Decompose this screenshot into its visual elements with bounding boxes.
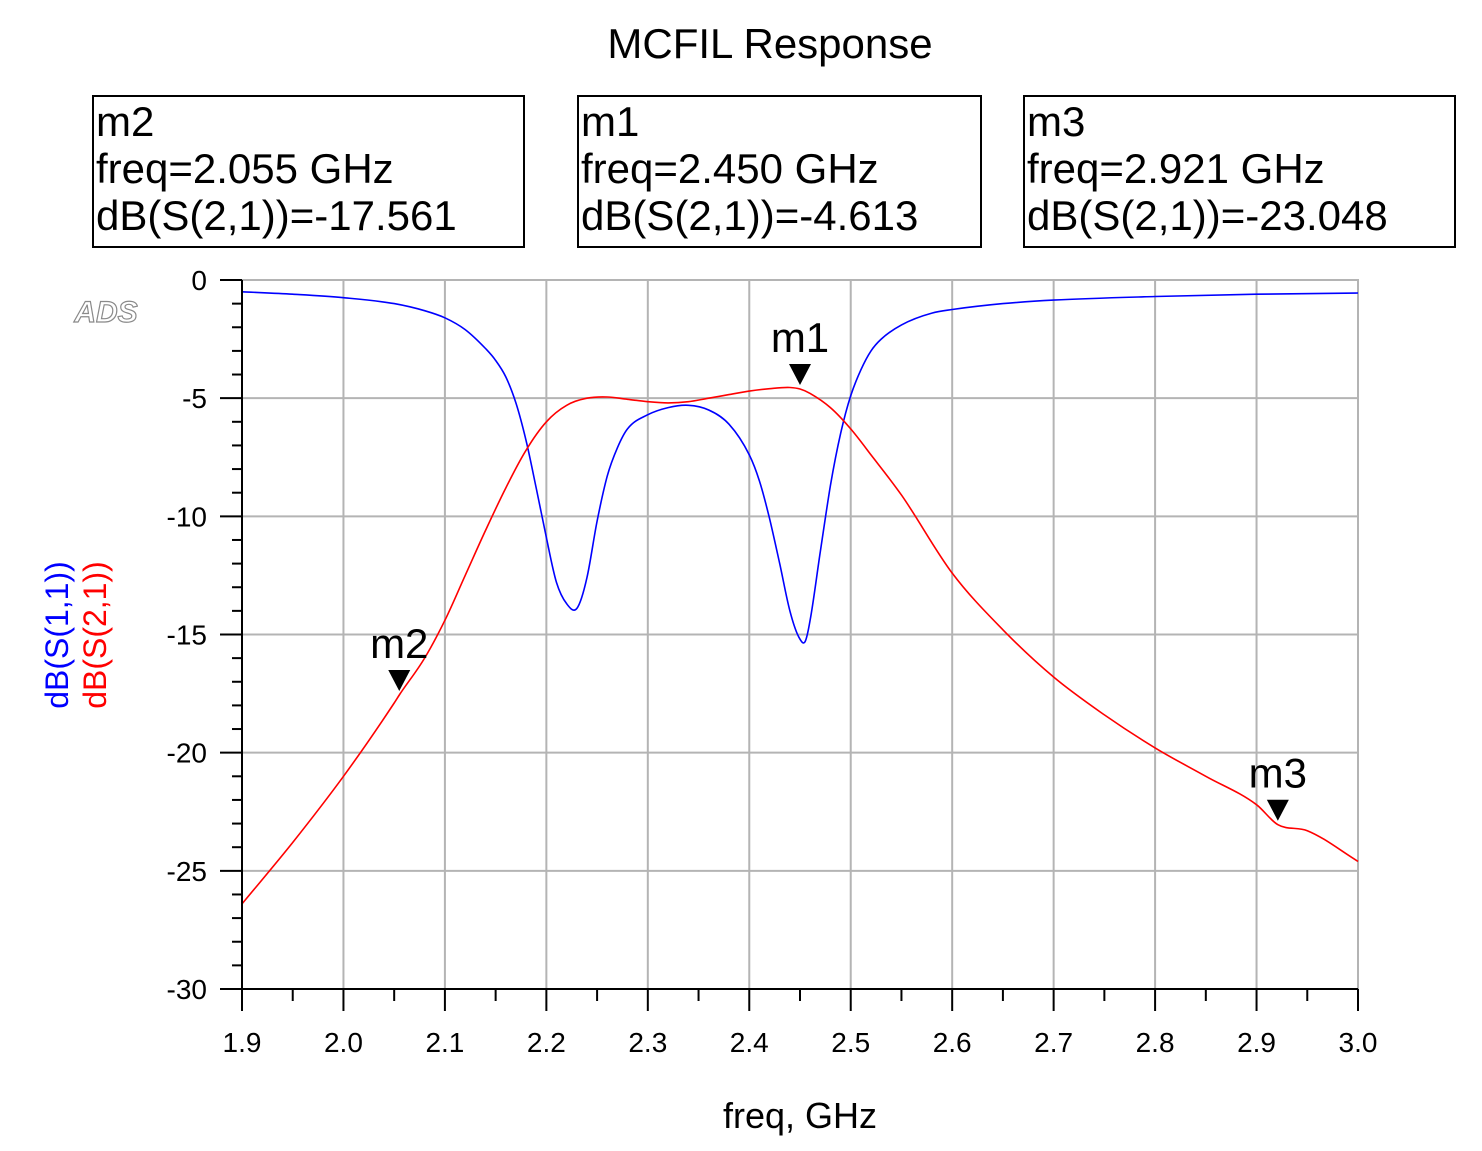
ads-watermark: ADS bbox=[73, 296, 137, 329]
x-tick-label: 2.3 bbox=[628, 1027, 667, 1058]
readout-m3-line: dB(S(2,1))=-23.048 bbox=[1027, 192, 1388, 239]
y-axis-label-s11: dB(S(1,1)) bbox=[39, 561, 75, 709]
readout-box-m1 bbox=[577, 95, 982, 248]
y-tick-label: -5 bbox=[182, 383, 207, 414]
x-tick-label: 2.6 bbox=[933, 1027, 972, 1058]
marker-m2-label: m2 bbox=[370, 620, 428, 667]
y-axis-labels: dB(S(1,1)) dB(S(2,1)) bbox=[39, 561, 113, 709]
y-tick-label: -25 bbox=[167, 856, 207, 887]
readout-m2-line: dB(S(2,1))=-17.561 bbox=[96, 192, 457, 239]
marker-m1-triangle bbox=[789, 364, 811, 386]
readout-m1-line: dB(S(2,1))=-4.613 bbox=[581, 192, 918, 239]
readout-m3-line: freq=2.921 GHz bbox=[1027, 145, 1325, 192]
x-tick-label: 1.9 bbox=[223, 1027, 262, 1058]
y-tick-label: 0 bbox=[191, 265, 207, 296]
readout-box-m3 bbox=[1023, 95, 1456, 248]
marker-m3-triangle bbox=[1266, 799, 1289, 821]
grid bbox=[241, 279, 1359, 990]
x-tick-label: 2.1 bbox=[425, 1027, 464, 1058]
y-axis-label-s21: dB(S(2,1)) bbox=[77, 561, 113, 709]
readout-m3-line: m3 bbox=[1027, 98, 1085, 145]
x-tick-label: 2.5 bbox=[831, 1027, 870, 1058]
series-lines bbox=[241, 291, 1359, 905]
readout-m1-line: freq=2.450 GHz bbox=[581, 145, 879, 192]
readout-m2-line: freq=2.055 GHz bbox=[96, 145, 394, 192]
series-line-s21 bbox=[241, 386, 1359, 905]
y-tick-label: -30 bbox=[167, 974, 207, 1005]
readout-m1-line: m1 bbox=[581, 98, 639, 145]
y-tick-label: -15 bbox=[167, 620, 207, 651]
x-tick-label: 2.8 bbox=[1136, 1027, 1175, 1058]
marker-m3-label: m3 bbox=[1249, 750, 1307, 797]
marker-m2-triangle bbox=[388, 670, 411, 692]
series-line-s11 bbox=[241, 291, 1359, 644]
x-tick-label: 2.9 bbox=[1237, 1027, 1276, 1058]
marker-m1-label: m1 bbox=[771, 314, 829, 361]
x-axis-label: freq, GHz bbox=[723, 1095, 877, 1136]
axis-ticks: 1.9 2.0 2.1 2.2 2.3 2.4 2.5 2.6 2.7 2.8 2.9 3.0 0 -5 -… bbox=[167, 265, 1378, 1058]
x-tick-label: 2.0 bbox=[324, 1027, 363, 1058]
chart-title: MCFIL Response bbox=[607, 20, 932, 67]
x-tick-label: 3.0 bbox=[1339, 1027, 1378, 1058]
x-tick-label: 2.2 bbox=[527, 1027, 566, 1058]
y-tick-label: -10 bbox=[167, 501, 207, 532]
readout-m2-line: m2 bbox=[96, 98, 154, 145]
markers: m2 m1 m3 bbox=[370, 314, 1307, 821]
x-tick-label: 2.4 bbox=[730, 1027, 769, 1058]
readout-box-m2 bbox=[92, 95, 525, 248]
x-tick-label: 2.7 bbox=[1034, 1027, 1073, 1058]
y-tick-label: -20 bbox=[167, 738, 207, 769]
